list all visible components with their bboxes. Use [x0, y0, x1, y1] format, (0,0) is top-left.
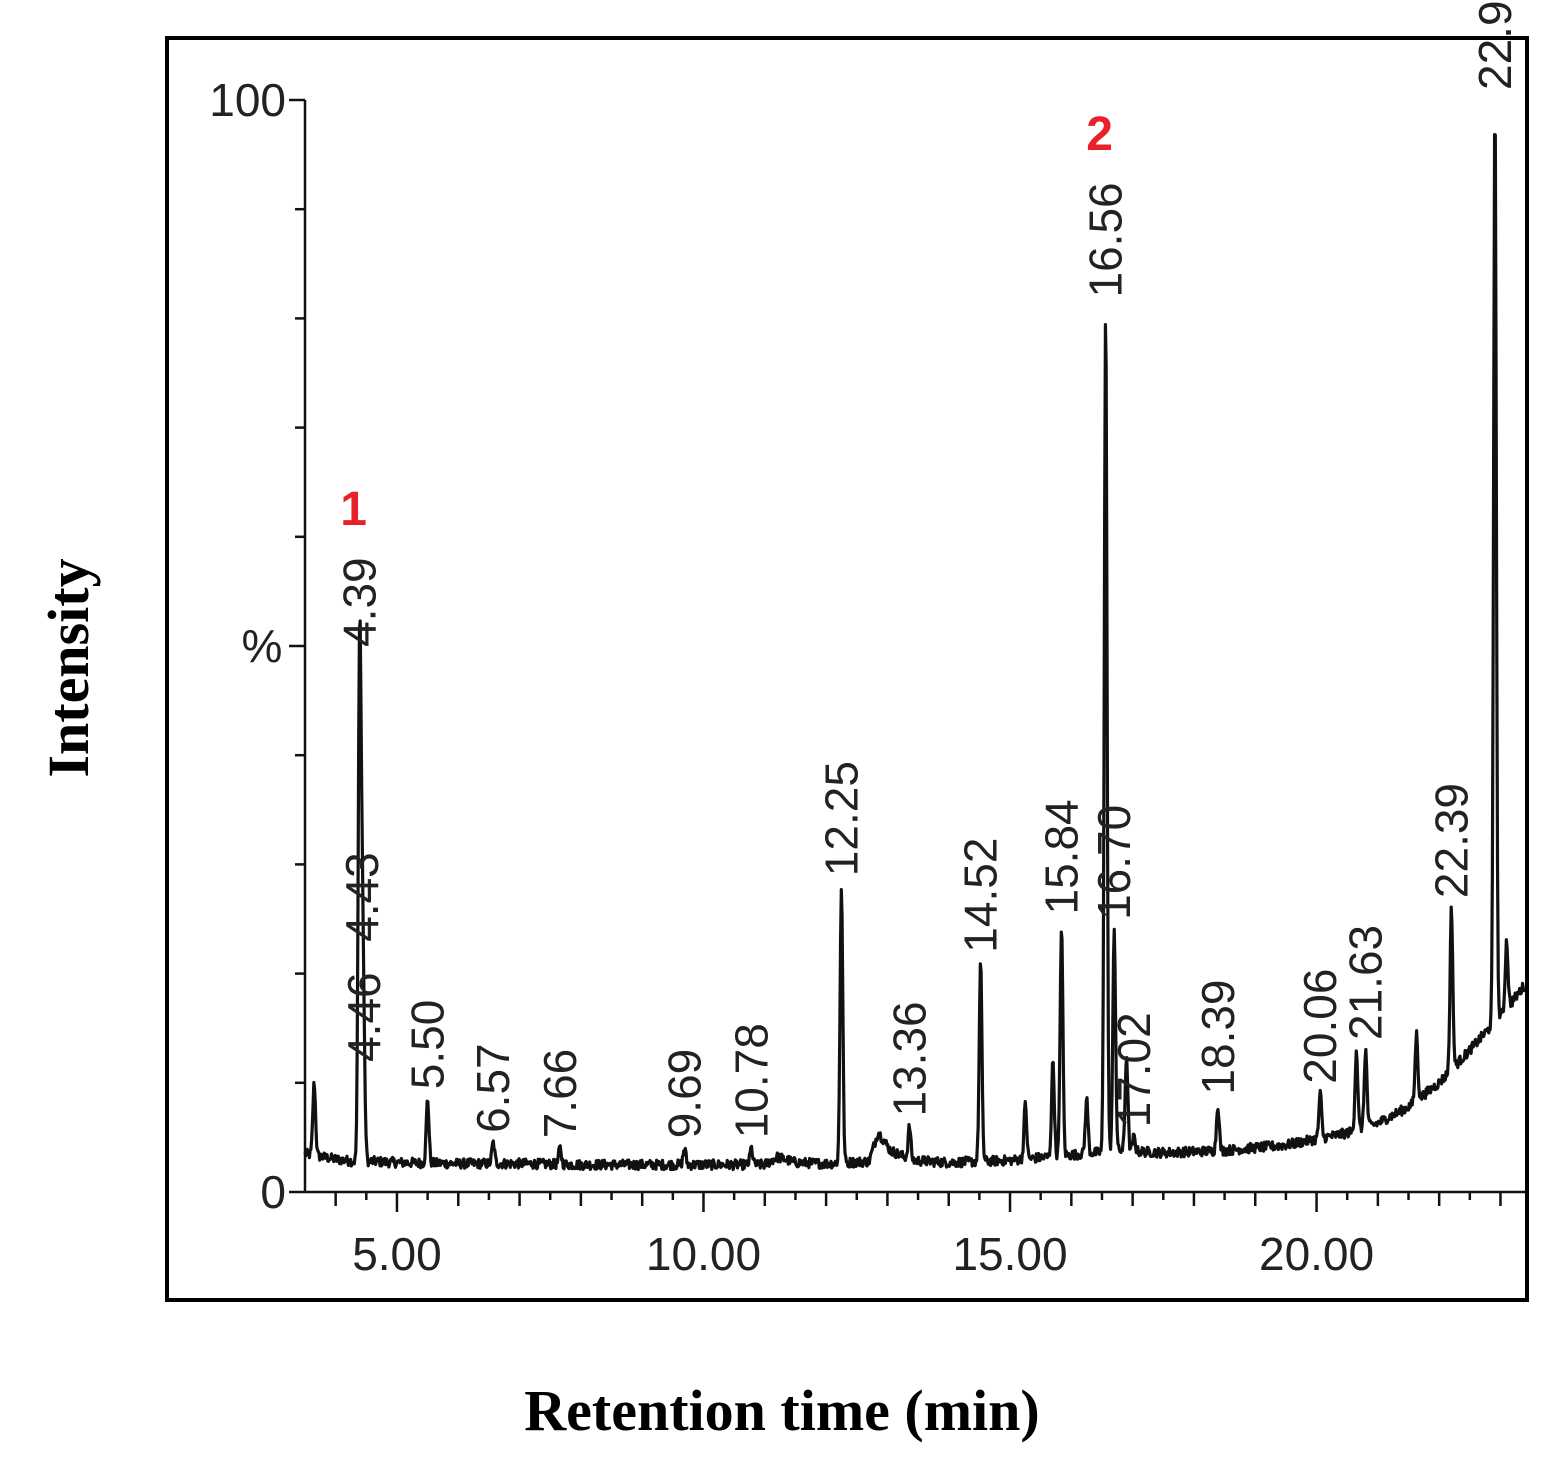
peak-label: 14.52 — [955, 838, 1007, 953]
peak-labels: 4.39 1 4.43 4.46 5.50 6.57 7.66 9.69 10.78 12.25 1… — [334, 0, 1521, 1138]
peak-label: 22.91 — [1469, 0, 1521, 90]
peak-label: 4.39 — [334, 557, 386, 647]
x-tick-labels: 5.00 10.00 15.00 20.00 — [352, 1228, 1374, 1280]
peak-label: 4.46 — [338, 972, 390, 1062]
chromatogram-trace — [303, 133, 1527, 1172]
x-tick-label: 10.00 — [646, 1228, 761, 1280]
y-tick-label-max: 100 — [209, 74, 286, 126]
peak-label: 15.84 — [1036, 799, 1088, 914]
x-tick-label: 5.00 — [352, 1228, 442, 1280]
compound-marker: 2 — [1086, 108, 1113, 161]
peak-label: 16.56 — [1080, 182, 1132, 297]
compound-marker: 1 — [340, 483, 367, 536]
x-axis-title: Retention time (min) — [524, 1378, 1039, 1443]
trace-layer — [303, 133, 1527, 1172]
peak-label: 4.43 — [336, 852, 388, 942]
y-tick-label-zero: 0 — [260, 1166, 286, 1218]
axes: 100 0 % — [209, 74, 1525, 1218]
peak-label: 13.36 — [884, 1001, 936, 1116]
peak-label: 17.02 — [1108, 1012, 1160, 1127]
peak-label: 12.25 — [815, 761, 867, 876]
axis-ticks — [289, 98, 1502, 1212]
y-axis-title: Intensity — [36, 558, 101, 777]
peak-label: 21.63 — [1340, 925, 1392, 1040]
plot-frame — [165, 36, 1529, 1302]
peak-label: 7.66 — [534, 1049, 586, 1139]
peak-label: 6.57 — [467, 1043, 519, 1133]
peak-label: 5.50 — [402, 1000, 454, 1090]
y-unit-label: % — [242, 620, 283, 672]
peak-label: 9.69 — [659, 1049, 711, 1139]
peak-label: 18.39 — [1192, 979, 1244, 1094]
peak-label: 22.39 — [1425, 783, 1477, 898]
peak-label: 20.06 — [1294, 969, 1346, 1084]
x-tick-label: 20.00 — [1259, 1228, 1374, 1280]
peak-label: 10.78 — [725, 1023, 777, 1138]
peak-label: 16.70 — [1088, 805, 1140, 920]
x-tick-label: 15.00 — [952, 1228, 1067, 1280]
